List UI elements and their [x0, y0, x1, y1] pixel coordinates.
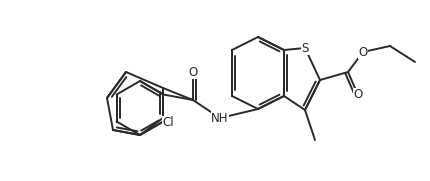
Text: O: O	[358, 45, 368, 58]
Text: NH: NH	[211, 111, 229, 125]
Text: Cl: Cl	[162, 117, 174, 129]
Text: S: S	[301, 41, 309, 54]
Text: O: O	[188, 66, 198, 79]
Text: O: O	[353, 89, 362, 102]
